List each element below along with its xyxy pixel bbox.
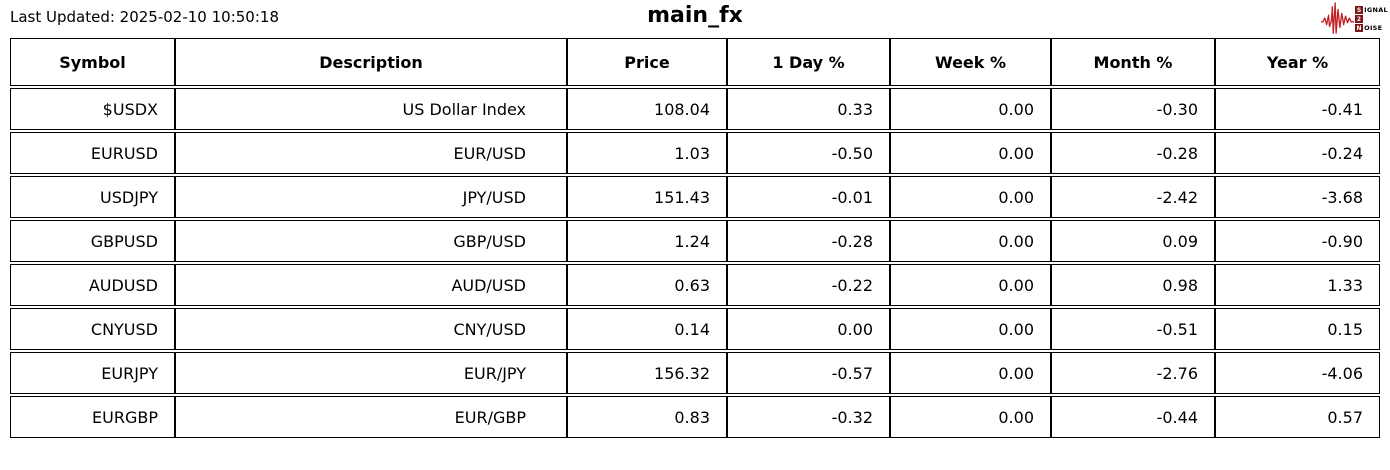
cell-year: -0.24 — [1215, 132, 1380, 174]
logo-line-2: 2 — [1355, 15, 1388, 24]
cell-1day: -0.50 — [727, 132, 890, 174]
cell-month: -0.51 — [1051, 308, 1215, 350]
logo-rest-ignal: IGNAL — [1364, 6, 1388, 14]
logo-line-noise: N OISE — [1355, 24, 1388, 33]
cell-1day: -0.57 — [727, 352, 890, 394]
cell-description: US Dollar Index — [175, 88, 567, 130]
table-row-usdx: $USDX US Dollar Index 108.04 0.33 0.00 -… — [10, 88, 1380, 130]
cell-week: 0.00 — [890, 308, 1051, 350]
cell-price: 1.24 — [567, 220, 727, 262]
cell-1day: -0.28 — [727, 220, 890, 262]
cell-year: -3.68 — [1215, 176, 1380, 218]
cell-symbol: $USDX — [10, 88, 175, 130]
page-title: main_fx — [647, 3, 743, 28]
cell-description: EUR/JPY — [175, 352, 567, 394]
cell-description: JPY/USD — [175, 176, 567, 218]
table-row-audusd: AUDUSD AUD/USD 0.63 -0.22 0.00 0.98 1.33 — [10, 264, 1380, 306]
cell-week: 0.00 — [890, 264, 1051, 306]
cell-month: 0.09 — [1051, 220, 1215, 262]
header-week: Week % — [890, 38, 1051, 86]
cell-month: 0.98 — [1051, 264, 1215, 306]
cell-week: 0.00 — [890, 132, 1051, 174]
cell-description: GBP/USD — [175, 220, 567, 262]
cell-price: 1.03 — [567, 132, 727, 174]
cell-symbol: EURGBP — [10, 396, 175, 438]
cell-description: EUR/USD — [175, 132, 567, 174]
cell-year: 0.15 — [1215, 308, 1380, 350]
cell-year: -0.90 — [1215, 220, 1380, 262]
cell-week: 0.00 — [890, 396, 1051, 438]
table-row-eurgbp: EURGBP EUR/GBP 0.83 -0.32 0.00 -0.44 0.5… — [10, 396, 1380, 438]
cell-price: 0.63 — [567, 264, 727, 306]
logo-text: S IGNAL 2 N OISE — [1355, 6, 1388, 33]
cell-1day: 0.33 — [727, 88, 890, 130]
cell-week: 0.00 — [890, 352, 1051, 394]
cell-year: 1.33 — [1215, 264, 1380, 306]
header-1day: 1 Day % — [727, 38, 890, 86]
logo-rest-oise: OISE — [1364, 24, 1383, 32]
cell-description: EUR/GBP — [175, 396, 567, 438]
header-year: Year % — [1215, 38, 1380, 86]
cell-symbol: EURUSD — [10, 132, 175, 174]
header-symbol: Symbol — [10, 38, 175, 86]
logo-box-2: 2 — [1355, 15, 1364, 23]
logo-box-s: S — [1355, 6, 1364, 14]
fx-table: Symbol Description Price 1 Day % Week % … — [10, 36, 1380, 440]
cell-1day: -0.32 — [727, 396, 890, 438]
cell-symbol: CNYUSD — [10, 308, 175, 350]
cell-week: 0.00 — [890, 220, 1051, 262]
cell-price: 0.14 — [567, 308, 727, 350]
logo-line-signal: S IGNAL — [1355, 6, 1388, 15]
cell-1day: 0.00 — [727, 308, 890, 350]
header-row: Symbol Description Price 1 Day % Week % … — [10, 38, 1380, 86]
cell-price: 0.83 — [567, 396, 727, 438]
cell-month: -0.30 — [1051, 88, 1215, 130]
cell-symbol: EURJPY — [10, 352, 175, 394]
table-row-usdjpy: USDJPY JPY/USD 151.43 -0.01 0.00 -2.42 -… — [10, 176, 1380, 218]
cell-1day: -0.01 — [727, 176, 890, 218]
cell-symbol: AUDUSD — [10, 264, 175, 306]
cell-year: 0.57 — [1215, 396, 1380, 438]
cell-price: 151.43 — [567, 176, 727, 218]
cell-symbol: USDJPY — [10, 176, 175, 218]
cell-month: -0.44 — [1051, 396, 1215, 438]
cell-description: AUD/USD — [175, 264, 567, 306]
cell-description: CNY/USD — [175, 308, 567, 350]
table-row-cnyusd: CNYUSD CNY/USD 0.14 0.00 0.00 -0.51 0.15 — [10, 308, 1380, 350]
header-description: Description — [175, 38, 567, 86]
waveform-icon — [1321, 2, 1355, 34]
cell-month: -2.42 — [1051, 176, 1215, 218]
table-row-eurusd: EURUSD EUR/USD 1.03 -0.50 0.00 -0.28 -0.… — [10, 132, 1380, 174]
table-row-eurjpy: EURJPY EUR/JPY 156.32 -0.57 0.00 -2.76 -… — [10, 352, 1380, 394]
cell-year: -0.41 — [1215, 88, 1380, 130]
cell-week: 0.00 — [890, 176, 1051, 218]
cell-symbol: GBPUSD — [10, 220, 175, 262]
header-month: Month % — [1051, 38, 1215, 86]
cell-month: -0.28 — [1051, 132, 1215, 174]
header-price: Price — [567, 38, 727, 86]
cell-year: -4.06 — [1215, 352, 1380, 394]
cell-price: 156.32 — [567, 352, 727, 394]
cell-week: 0.00 — [890, 88, 1051, 130]
cell-month: -2.76 — [1051, 352, 1215, 394]
cell-1day: -0.22 — [727, 264, 890, 306]
logo-box-n: N — [1355, 24, 1364, 32]
cell-price: 108.04 — [567, 88, 727, 130]
signal-2-noise-logo: S IGNAL 2 N OISE — [1321, 2, 1388, 36]
last-updated-timestamp: Last Updated: 2025-02-10 10:50:18 — [10, 8, 279, 26]
table-row-gbpusd: GBPUSD GBP/USD 1.24 -0.28 0.00 0.09 -0.9… — [10, 220, 1380, 262]
